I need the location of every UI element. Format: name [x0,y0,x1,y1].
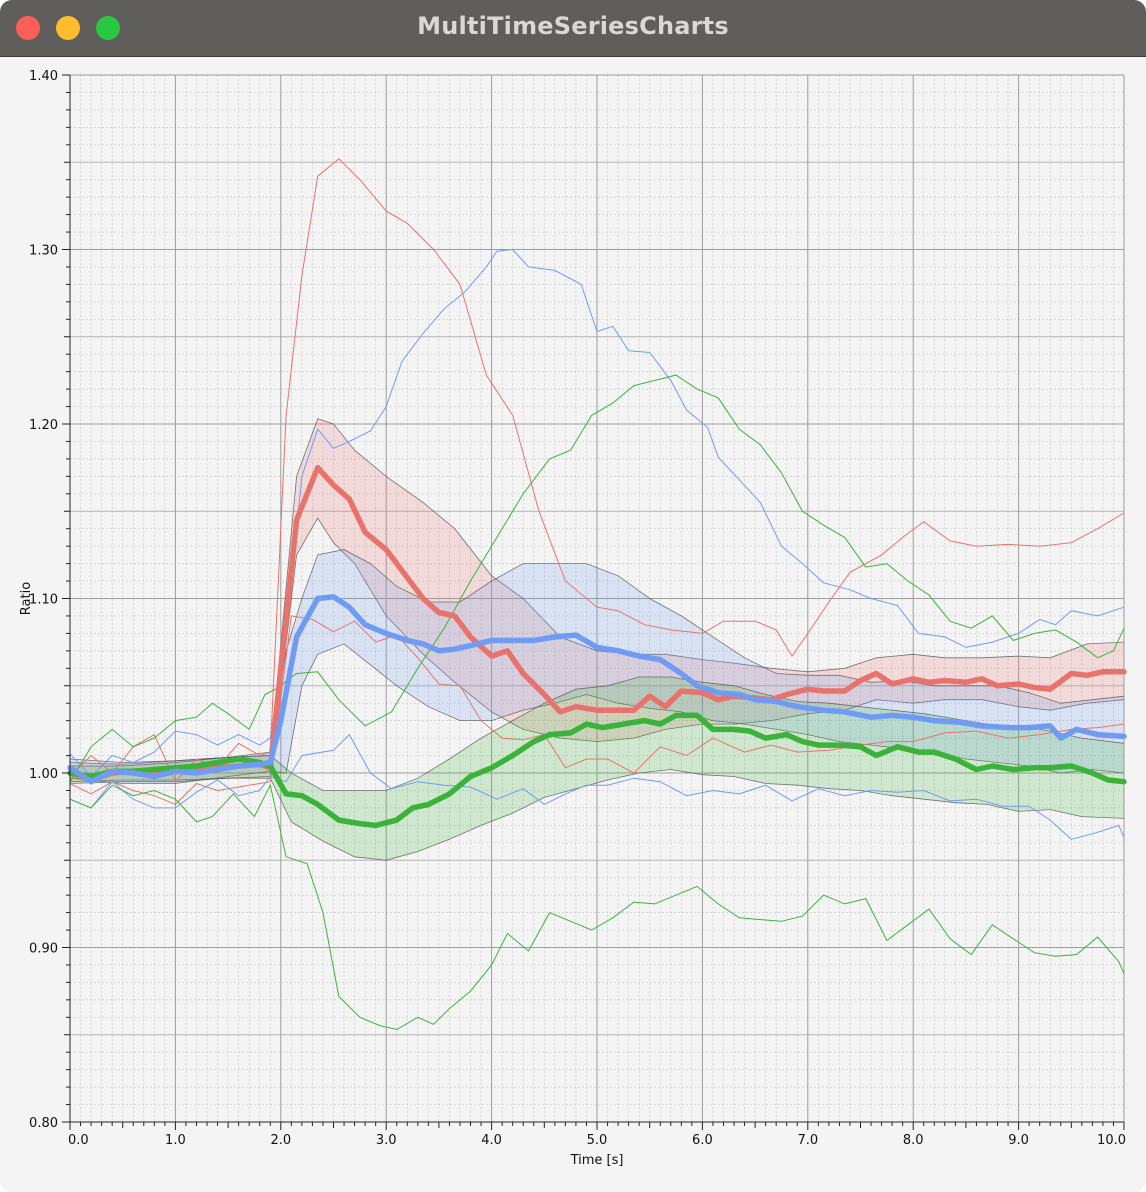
x-tick-label: 8.0 [903,1133,924,1148]
x-tick-label: 4.0 [481,1133,502,1148]
x-axis-label: Time [s] [570,1153,624,1168]
green-max-line [69,374,1125,782]
y-tick-label: 1.20 [29,418,58,433]
y-tick-label: 1.30 [29,244,58,259]
y-tick-label: 1.10 [29,593,58,608]
x-tick-label: 0.0 [68,1133,89,1148]
zoom-button[interactable] [96,16,120,40]
y-tick-label: 0.90 [29,942,58,957]
x-tick-label: 10.0 [1097,1133,1126,1148]
red-band-upper-edge [69,418,1125,765]
minimize-button[interactable] [56,16,80,40]
y-tick-label: 0.80 [29,1116,58,1131]
y-axis-label: Ratio [19,582,34,615]
window-title: MultiTimeSeriesCharts [417,12,729,40]
y-tick-label: 1.00 [29,767,58,782]
x-tick-label: 5.0 [587,1133,608,1148]
green-band-upper-edge [70,676,1125,791]
blue-mean-line [67,594,1127,785]
x-tick-label: 6.0 [692,1133,713,1148]
mean-lines [67,464,1127,829]
multi-time-series-chart[interactable]: 0.0 1.0 2.0 3.0 4.0 5.0 6.0 7.0 8.0 9.0 10.0 0.80 0.… [0,56,1146,1192]
blue-band-upper-edge [69,549,1125,763]
blue-min-line [69,733,1125,840]
x-tick-label: 2.0 [270,1133,291,1148]
min-max-lines [69,158,1125,1031]
tick-labels: 0.0 1.0 2.0 3.0 4.0 5.0 6.0 7.0 8.0 9.0 10.0 0.80 0.… [29,69,1126,1148]
close-button[interactable] [16,16,40,40]
green-band-lower-edge [69,769,1125,861]
red-min-line [69,615,1125,805]
red-band-fill [70,418,1124,782]
x-tick-label: 9.0 [1008,1133,1029,1148]
blue-band-fill [70,549,1124,784]
blue-max-line [69,248,1125,778]
green-min-line [69,783,1125,1031]
red-max-line [69,158,1125,783]
y-tick-label: 1.40 [29,69,58,84]
x-tick-label: 3.0 [376,1133,397,1148]
x-tick-label: 1.0 [165,1133,186,1148]
red-band-lower-edge [69,517,1125,783]
title-bar[interactable]: MultiTimeSeriesCharts [0,0,1146,57]
axes [62,74,1125,1130]
x-tick-label: 7.0 [797,1133,818,1148]
